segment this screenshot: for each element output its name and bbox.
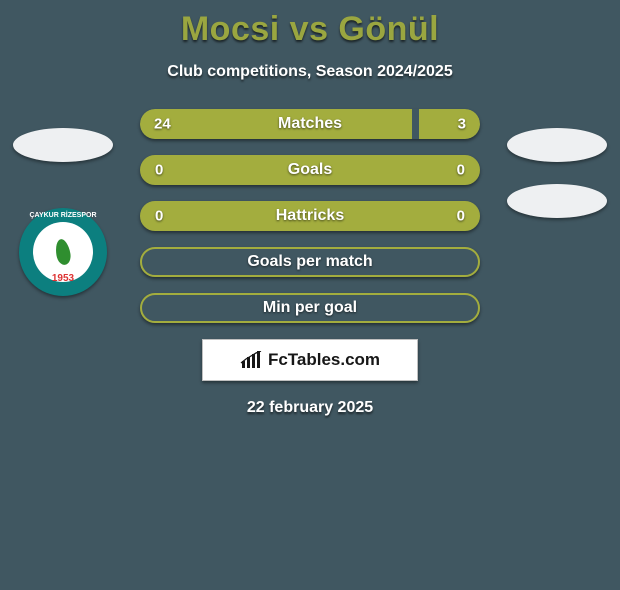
stat-label: Goals per match: [142, 253, 478, 271]
stat-label: Min per goal: [142, 299, 478, 317]
brand-box[interactable]: FcTables.com: [202, 339, 418, 381]
page-title: Mocsi vs Gönül: [0, 10, 620, 49]
badge-ring: ÇAYKUR RİZESPOR 1953: [19, 208, 107, 296]
date-label: 22 february 2025: [0, 399, 620, 417]
badge-year: 1953: [33, 273, 93, 284]
tea-leaf-icon: [54, 238, 72, 266]
comparison-card: Mocsi vs Gönül Club competitions, Season…: [0, 10, 620, 417]
club-badge-left: ÇAYKUR RİZESPOR 1953: [19, 208, 107, 296]
stat-label: Matches: [140, 115, 480, 133]
brand-label: FcTables.com: [268, 350, 380, 370]
stat-row-goals: 00Goals: [140, 155, 480, 185]
stat-row-hattricks: 00Hattricks: [140, 201, 480, 231]
right-player-column: [502, 128, 612, 240]
stat-label: Hattricks: [141, 207, 479, 225]
stats-list: 243Matches 00Goals 00Hattricks Goals per ma…: [140, 109, 480, 323]
player-silhouette-right-2: [507, 184, 607, 218]
subtitle: Club competitions, Season 2024/2025: [0, 63, 620, 81]
stat-row-goals_per_match: Goals per match: [140, 247, 480, 277]
bar-chart-icon: [240, 351, 262, 369]
player-silhouette-left: [13, 128, 113, 162]
badge-center: 1953: [33, 222, 93, 282]
stat-row-min_per_goal: Min per goal: [140, 293, 480, 323]
badge-top-text: ÇAYKUR RİZESPOR: [19, 212, 107, 219]
stat-row-matches: 243Matches: [140, 109, 480, 139]
left-player-column: ÇAYKUR RİZESPOR 1953: [8, 128, 118, 296]
player-silhouette-right-1: [507, 128, 607, 162]
stat-label: Goals: [141, 161, 479, 179]
